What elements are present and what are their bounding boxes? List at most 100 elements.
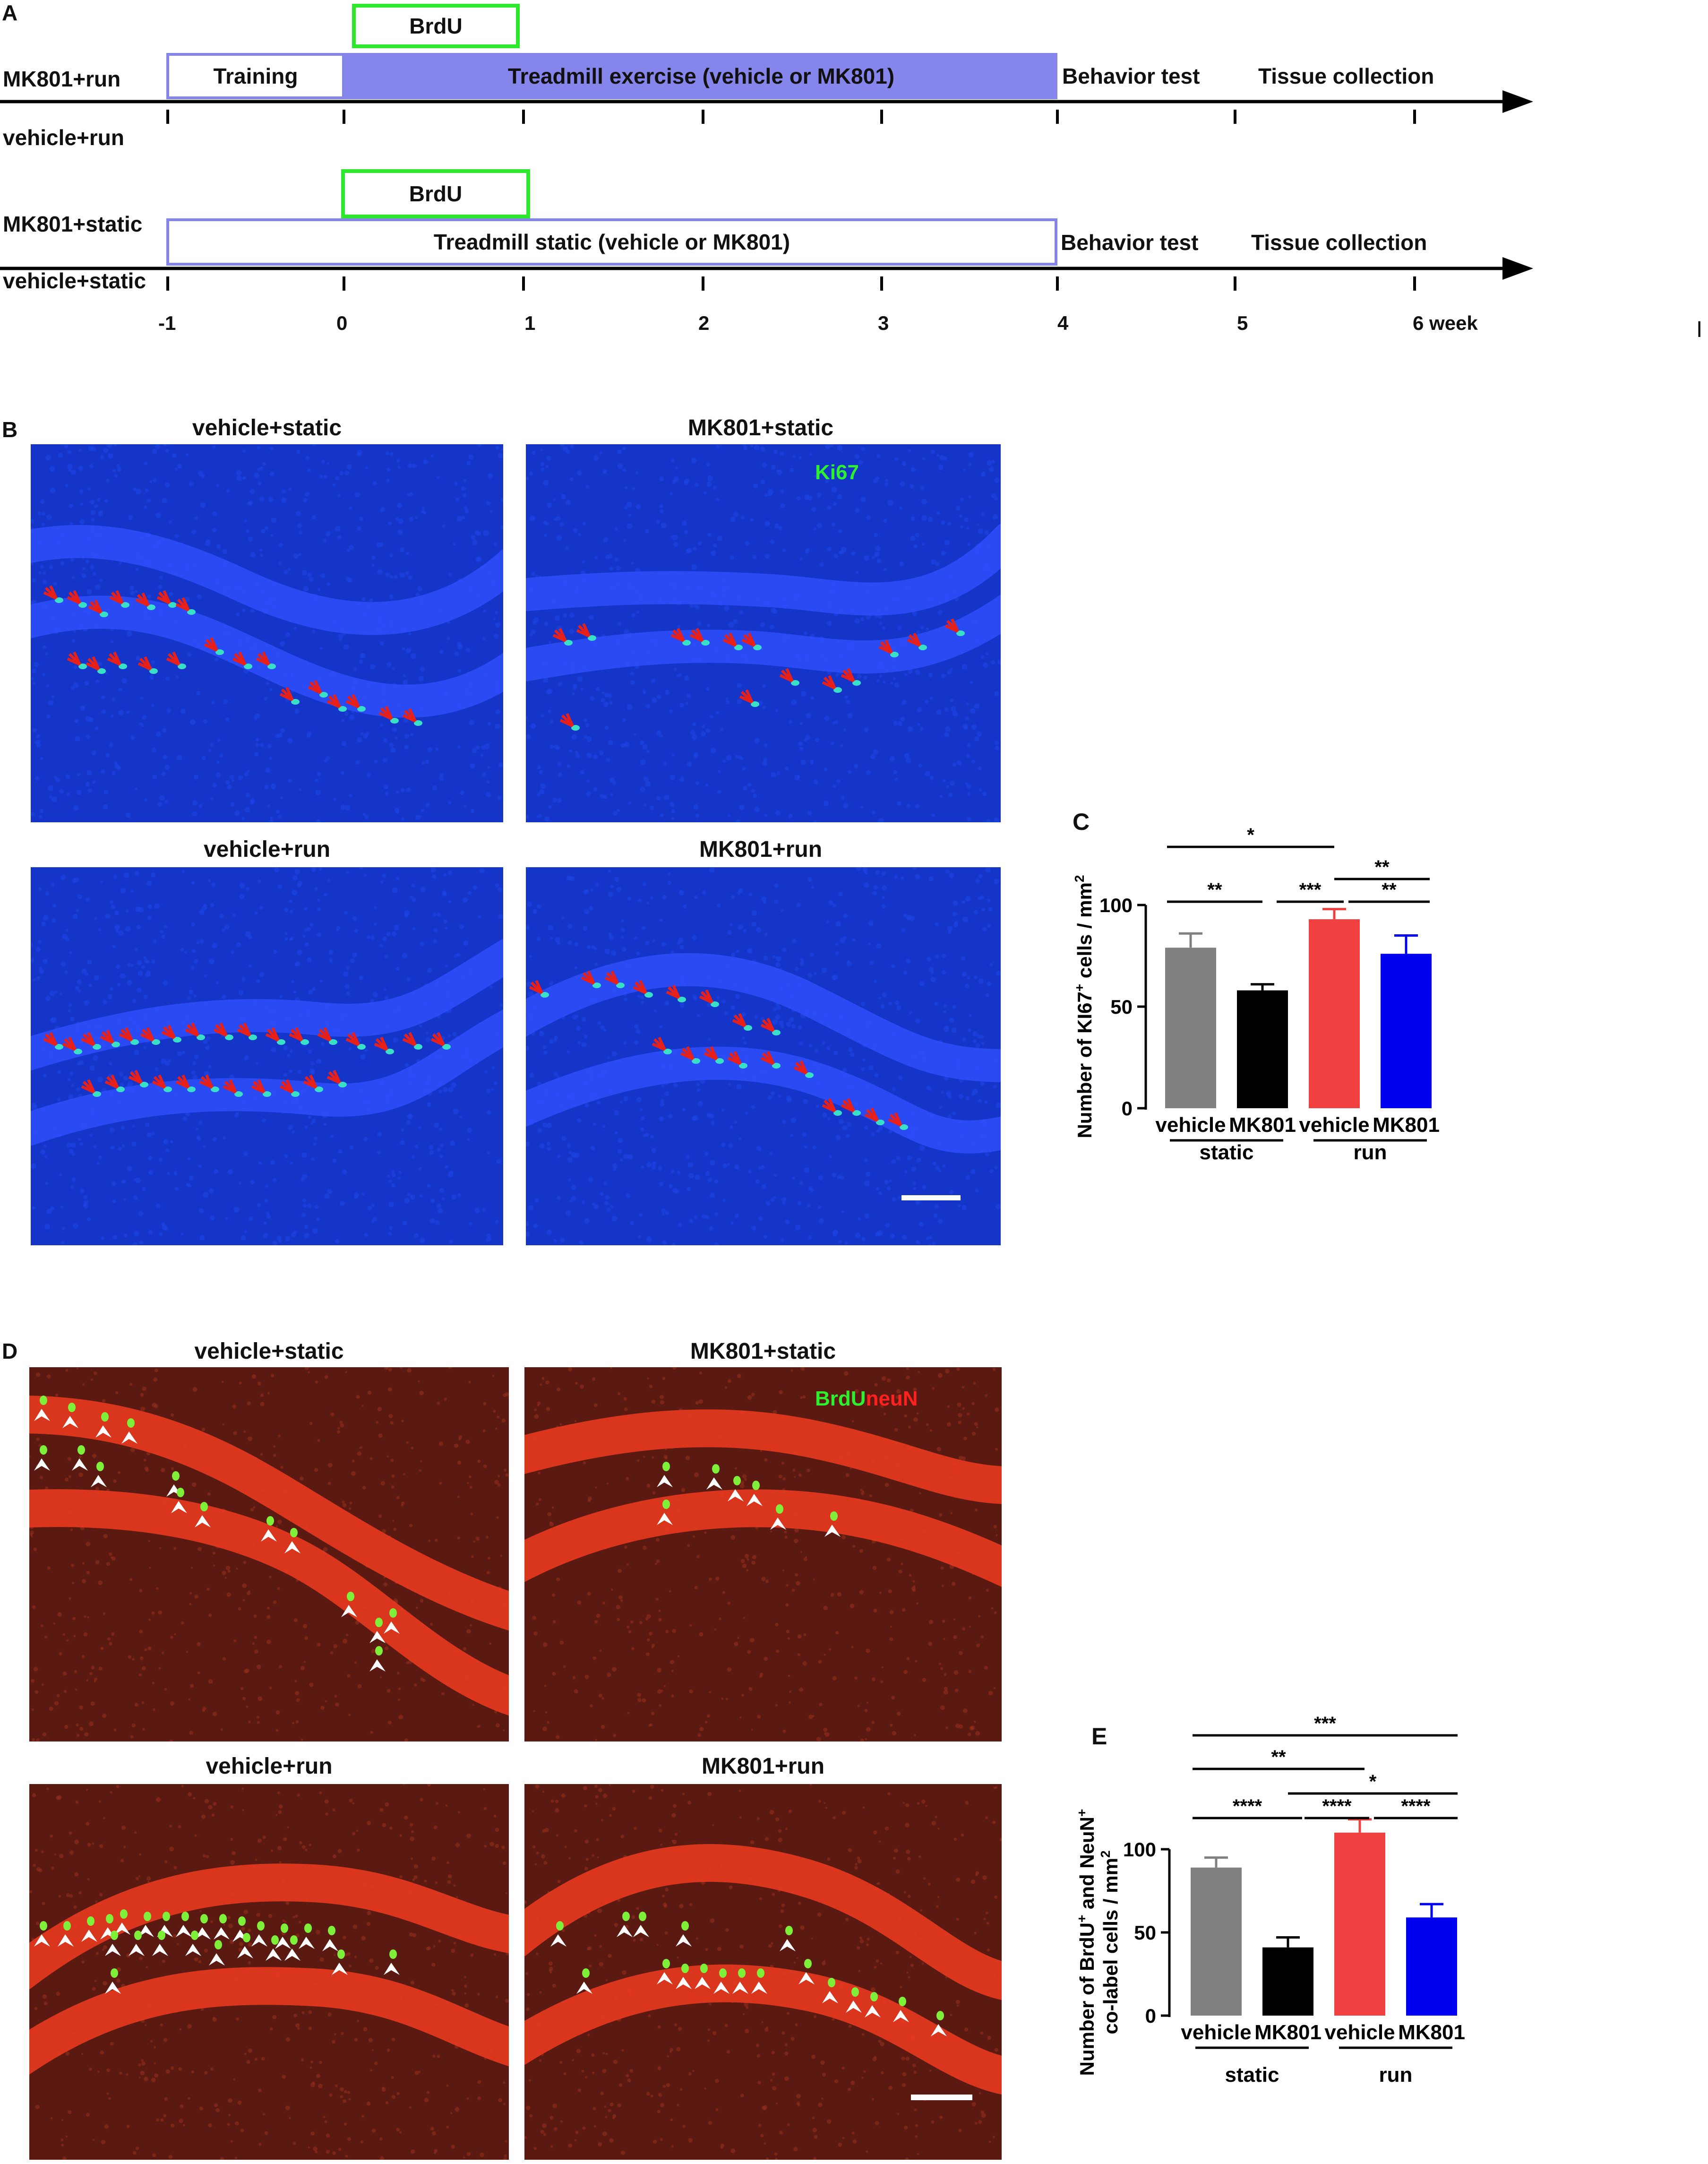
- white-arrowhead: [846, 2000, 862, 2013]
- significance-stars: ***: [1299, 879, 1322, 900]
- red-arrowhead: [81, 1032, 95, 1046]
- ki67-positive-cell: [918, 645, 927, 650]
- ki67-image-vehicle-static: [31, 444, 503, 822]
- y-tick-label: 100: [1123, 1838, 1156, 1861]
- significance-stars: **: [1382, 879, 1397, 900]
- white-arrowhead: [214, 1927, 230, 1940]
- brdu-cells: [34, 1396, 400, 1672]
- y-tick-label: 100: [1099, 894, 1133, 916]
- white-arrowhead: [676, 1934, 692, 1947]
- week-tick-label: 6 week: [1413, 312, 1478, 334]
- granule-cell-layer: [526, 524, 1001, 616]
- b-title-mk801-run: MK801+run: [699, 837, 823, 862]
- timeline-tick: [343, 110, 345, 124]
- brdu-neun-stain-label: BrdUneuN: [815, 1387, 918, 1411]
- y-axis-label-line1: Number of BrdU+ and NeuN+: [1074, 1809, 1098, 2076]
- granule-cell-layer: [31, 1009, 503, 1147]
- ki67-positive-cell: [215, 649, 224, 655]
- red-arrowhead: [864, 1107, 879, 1122]
- timeline-tick: [1234, 110, 1236, 124]
- red-arrowhead: [128, 1069, 143, 1084]
- week-tick-label: 3: [878, 312, 889, 334]
- red-arrowhead: [680, 1046, 695, 1060]
- ki67-positive-cell: [178, 664, 186, 669]
- red-arrowhead: [308, 680, 322, 694]
- brdu-positive-cell: [804, 1959, 812, 1968]
- brdu-positive-cell: [200, 1502, 208, 1511]
- brdu-positive-cell: [828, 1978, 835, 1987]
- brdu-positive-cell: [111, 1931, 118, 1940]
- panel-label-b: B: [2, 417, 18, 442]
- white-arrowhead: [617, 1925, 633, 1937]
- brdu-positive-cell: [851, 1987, 859, 1997]
- scale-bar-d: [911, 2095, 972, 2100]
- red-arrowhead: [430, 1032, 445, 1046]
- red-arrowhead: [576, 623, 591, 638]
- ki67-positive-cell: [744, 1025, 752, 1031]
- white-arrowhead: [34, 1458, 50, 1471]
- red-arrowhead: [185, 1022, 199, 1037]
- neun-granule-layer: [524, 1964, 1002, 2095]
- ki67-positive-cell: [315, 1086, 323, 1092]
- granule-cell-layer: [526, 1046, 1001, 1154]
- brdu-positive-cell: [266, 1516, 274, 1526]
- white-arrowhead: [275, 1937, 291, 1949]
- x-category-label: MK801: [1373, 1113, 1440, 1137]
- white-arrowhead: [176, 1925, 192, 1937]
- brdu-image-vehicle-run: [29, 1784, 509, 2160]
- ki67-positive-cell: [592, 983, 601, 988]
- ki67-cells: [529, 970, 908, 1130]
- brdu-positive-cell: [87, 1916, 94, 1926]
- brdu-positive-cell: [120, 1909, 128, 1919]
- brdu-positive-cell: [752, 1481, 760, 1490]
- ki67-positive-cell: [357, 706, 366, 712]
- group-label-static: static: [1200, 1141, 1254, 1164]
- ki67-image-mk801-static: Ki67: [526, 444, 1001, 822]
- red-arrowhead: [326, 1069, 341, 1084]
- timeline-tick: [522, 276, 525, 291]
- white-arrowhead: [72, 1458, 88, 1471]
- brdu-positive-cell: [556, 1921, 564, 1931]
- red-arrowhead: [135, 592, 150, 607]
- treadmill-exercise-bar: Treadmill exercise (vehicle or MK801): [345, 53, 1057, 99]
- brdu-positive-cell: [243, 1933, 250, 1942]
- significance-stars: *: [1369, 1771, 1377, 1792]
- week-tick-label: 4: [1057, 312, 1069, 334]
- tissue-background: [31, 444, 503, 822]
- white-arrowhead: [138, 1925, 154, 1937]
- x-category-label: vehicle: [1324, 2021, 1395, 2044]
- red-arrowhead: [732, 1013, 747, 1027]
- significance-stars: ****: [1233, 1796, 1262, 1817]
- brdu-positive-cell: [219, 1914, 227, 1923]
- significance-stars: *: [1247, 825, 1254, 845]
- brdu-cells: [657, 1462, 841, 1537]
- week-tick-label: 5: [1237, 312, 1248, 334]
- brdu-positive-cell: [899, 1997, 906, 2006]
- white-arrowhead: [824, 1525, 841, 1537]
- red-arrowhead: [81, 1079, 95, 1094]
- significance-stars: ***: [1314, 1716, 1336, 1734]
- neun-granule-layer: [29, 1396, 509, 1631]
- ki67-positive-cell: [338, 706, 347, 712]
- red-arrowhead: [779, 668, 794, 682]
- brdu-positive-cell: [830, 1511, 838, 1521]
- ki67-positive-cell: [852, 1110, 861, 1116]
- granule-cell-layer: [31, 595, 503, 718]
- red-arrowhead: [251, 1079, 266, 1094]
- red-arrowhead: [279, 687, 294, 701]
- white-arrowhead: [121, 1431, 137, 1444]
- timeline-axis-top: [0, 90, 1533, 113]
- white-arrowhead: [550, 1934, 566, 1947]
- nuclei-texture: [31, 444, 503, 822]
- bar-vehicle-0: [1165, 948, 1216, 1108]
- brdu-positive-cell: [134, 1931, 142, 1940]
- white-arrowhead: [822, 1991, 838, 2003]
- brdu-positive-cell: [712, 1464, 720, 1474]
- y-axis-label: Number of KI67+ cells / mm2: [1072, 875, 1096, 1138]
- white-arrowhead: [185, 1944, 201, 1956]
- brdu-stain-label: BrdU: [815, 1387, 866, 1410]
- red-arrowhead: [86, 656, 100, 671]
- y-tick-label: 0: [1145, 2005, 1156, 2027]
- ki67-positive-cell: [187, 1086, 196, 1092]
- brdu-positive-cell: [77, 1445, 85, 1455]
